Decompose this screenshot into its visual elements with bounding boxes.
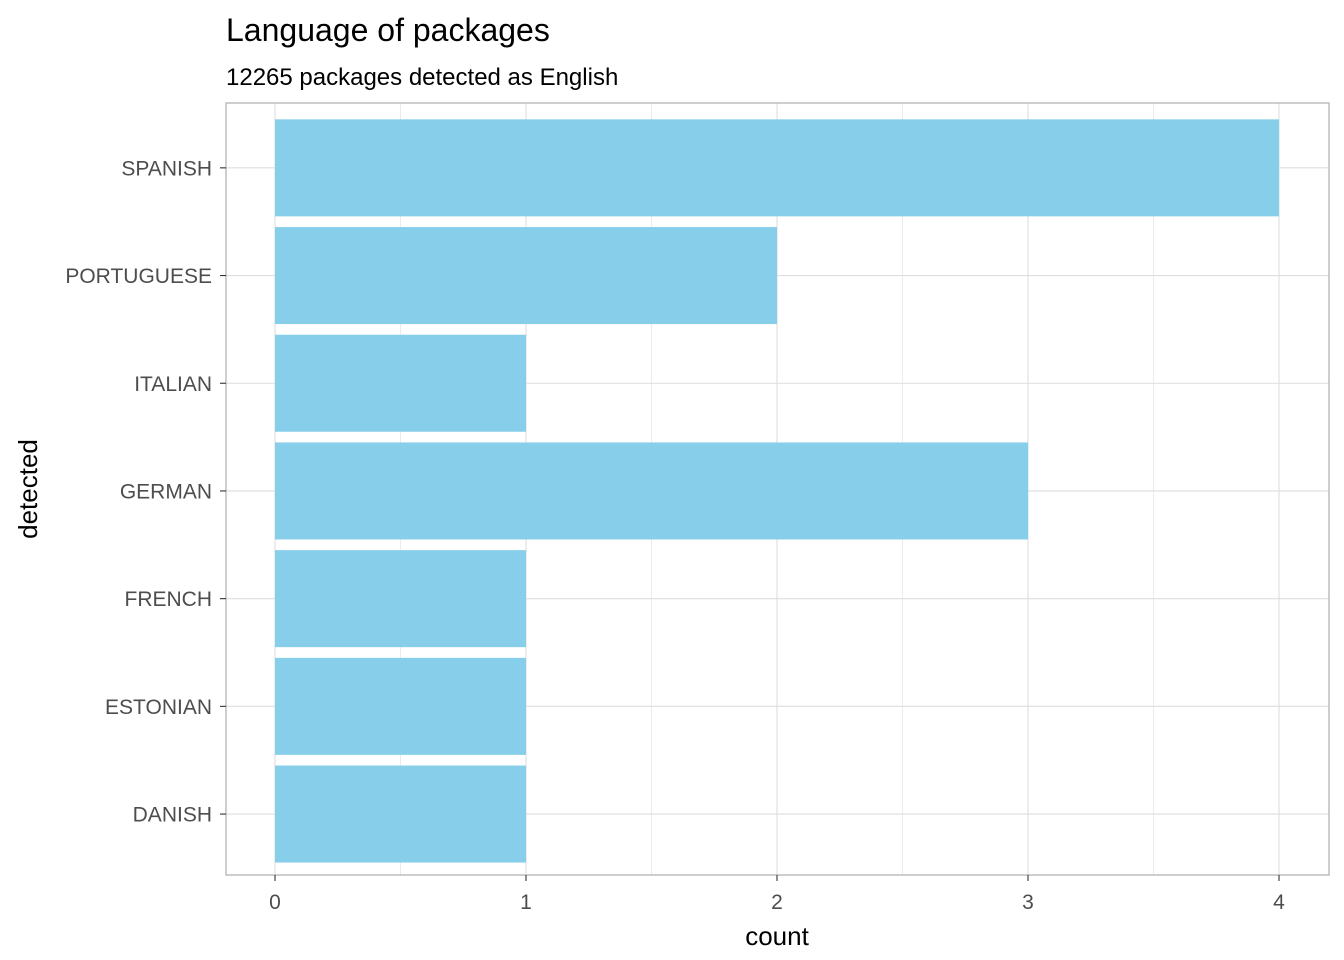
y-tick-label-danish: DANISH	[133, 804, 212, 827]
y-axis-title: detected	[13, 439, 43, 539]
bar-layer	[275, 119, 1279, 863]
chart-subtitle: 12265 packages detected as English	[226, 64, 618, 91]
y-tick-labels: SPANISH PORTUGUESE ITALIAN GERMAN FRENCH ESTO…	[65, 157, 226, 827]
x-tick-label-3: 3	[1022, 891, 1034, 914]
y-tick-label-estonian: ESTONIAN	[105, 696, 212, 719]
bar-spanish	[275, 119, 1279, 217]
chart-title: Language of packages	[226, 12, 550, 48]
x-tick-label-0: 0	[269, 891, 281, 914]
bar-portuguese	[275, 227, 777, 325]
y-tick-label-portuguese: PORTUGUESE	[65, 265, 212, 288]
bar-french	[275, 550, 526, 648]
x-axis-title: count	[745, 921, 809, 951]
x-tick-labels: 0 1 2 3 4	[269, 875, 1285, 914]
y-tick-label-spanish: SPANISH	[121, 157, 212, 180]
y-tick-label-french: FRENCH	[125, 588, 213, 611]
bar-danish	[275, 765, 526, 863]
bar-german	[275, 442, 1028, 540]
x-tick-label-4: 4	[1273, 891, 1285, 914]
y-tick-label-german: GERMAN	[120, 480, 212, 503]
y-tick-label-italian: ITALIAN	[134, 373, 212, 396]
bar-estonian	[275, 657, 526, 755]
x-tick-label-2: 2	[771, 891, 783, 914]
x-tick-label-1: 1	[520, 891, 532, 914]
bar-italian	[275, 334, 526, 432]
